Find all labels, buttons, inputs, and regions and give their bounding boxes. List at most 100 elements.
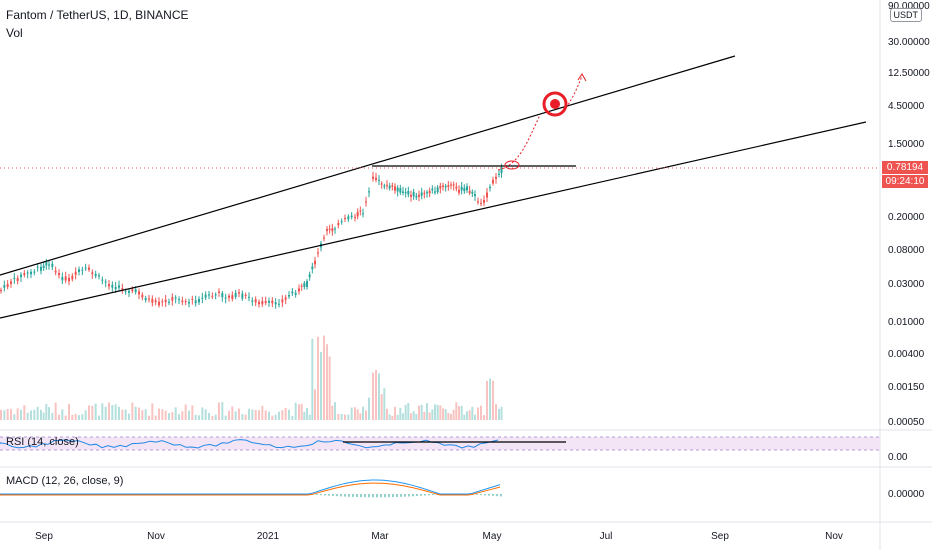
candle [498, 173, 500, 175]
candle [194, 300, 197, 304]
candle [477, 201, 479, 203]
candle [365, 201, 367, 203]
candle [88, 267, 90, 270]
volume-bar [375, 370, 377, 420]
volume-bar [194, 414, 197, 420]
volume-bar [298, 404, 300, 420]
volume-bar [238, 408, 240, 420]
volume-bar [326, 344, 328, 420]
volume-bar [460, 405, 463, 420]
volume-bar [264, 410, 267, 420]
candle [362, 213, 364, 215]
volume-bar [492, 380, 494, 420]
macd-histogram-bar [372, 494, 374, 498]
last-price-badge: 0.78194 [882, 161, 928, 174]
volume-bar [407, 402, 410, 420]
volume-bar [334, 402, 336, 420]
candle [101, 279, 104, 281]
candle [439, 185, 442, 189]
volume-bar [426, 403, 428, 420]
macd-histogram-bar [420, 494, 422, 496]
volume-bar [347, 414, 350, 420]
candle [431, 188, 434, 191]
volume-bar [420, 404, 423, 420]
candle [271, 300, 274, 304]
volume-bar [320, 352, 322, 420]
macd-histogram-bar [344, 494, 346, 497]
volume-bar [288, 409, 290, 420]
rsi-label: RSI (14, close) [6, 436, 79, 448]
candle [344, 218, 346, 220]
candle [81, 269, 84, 271]
candle [412, 191, 415, 197]
candle [71, 275, 74, 280]
volume-bar [306, 408, 308, 420]
candle [294, 292, 297, 295]
volume-bar [128, 413, 130, 420]
candle [471, 191, 474, 194]
volume-bar [201, 407, 204, 420]
candle [68, 277, 70, 282]
volume-bar [254, 409, 257, 420]
volume-bar [181, 411, 184, 420]
volume-bar [61, 409, 64, 420]
candle [33, 271, 36, 273]
candle [281, 299, 284, 303]
macd-histogram-bar [384, 494, 386, 498]
volume-bar [94, 403, 97, 420]
candle [480, 202, 482, 204]
macd-histogram-bar [356, 494, 358, 498]
macd-histogram-bar [352, 494, 354, 497]
macd-histogram-bar [404, 494, 406, 497]
candle [98, 275, 100, 277]
candle [378, 179, 380, 181]
volume-bar [323, 335, 325, 420]
macd-histogram-bar [360, 494, 362, 498]
candle [258, 301, 260, 305]
candle [51, 263, 54, 267]
volume-bar [300, 403, 303, 420]
volume-bar [231, 406, 234, 420]
volume-bar [161, 409, 164, 420]
candle [410, 194, 412, 197]
macd-histogram-bar [492, 494, 494, 496]
macd-histogram-bar [340, 494, 342, 497]
candle [368, 191, 370, 193]
candle [16, 277, 19, 282]
volume-bar [344, 414, 346, 420]
macd-histogram-bar [332, 494, 334, 496]
candle [261, 301, 264, 305]
volume-bar [91, 405, 94, 420]
candle [326, 229, 328, 231]
candle [394, 186, 396, 191]
candle [64, 276, 67, 281]
currency-selector[interactable]: USDT [889, 8, 922, 22]
price-tick-label: 0.20000 [888, 212, 925, 223]
candle [23, 273, 26, 275]
candle [148, 298, 150, 300]
macd-histogram-bar [480, 494, 482, 496]
candle [323, 237, 325, 239]
candle [347, 216, 350, 220]
volume-bar [378, 373, 380, 420]
macd-histogram-bar [424, 494, 426, 496]
candle [74, 271, 77, 275]
candle [191, 298, 194, 300]
volume-bar [171, 412, 174, 420]
candle [84, 267, 87, 269]
candle [164, 299, 167, 303]
volume-bar [500, 406, 503, 420]
volume-bar [48, 407, 50, 420]
candle [228, 295, 230, 298]
volume-bar [439, 405, 442, 420]
volume-bar [148, 415, 150, 420]
candle [284, 297, 287, 300]
candle [134, 289, 137, 293]
volume-bar [104, 406, 107, 420]
candle [426, 192, 428, 194]
candle [278, 303, 280, 305]
candle [131, 289, 134, 292]
macd-histogram-bar [380, 494, 382, 498]
candle [188, 302, 190, 304]
